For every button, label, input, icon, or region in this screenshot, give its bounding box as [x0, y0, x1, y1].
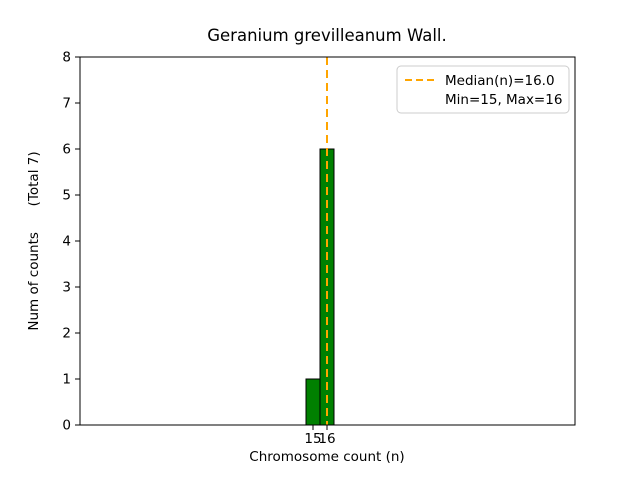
y-tick-label: 7: [62, 96, 71, 112]
legend-entry-median: Median(n)=16.0: [445, 73, 555, 89]
x-tick-label: 15: [304, 431, 321, 447]
y-tick-label: 8: [62, 50, 71, 66]
y-tick-label: 0: [62, 418, 71, 434]
x-axis-label: Chromosome count (n): [249, 449, 404, 465]
y-tick-label: 4: [62, 234, 71, 250]
y-tick-label: 3: [62, 280, 71, 296]
y-tick-label: 1: [62, 372, 71, 388]
chart-title: Geranium grevilleanum Wall.: [207, 26, 447, 45]
legend-box: [396, 65, 570, 114]
y-tick-label: 6: [62, 142, 71, 158]
y-axis-ticks: 0 1 2 3 4 5 6 7 8: [62, 50, 80, 434]
y-tick-label: 5: [62, 188, 71, 204]
y-tick-label: 2: [62, 326, 71, 342]
bar-15: [305, 378, 321, 426]
y-axis-label: Num of counts (Total 7): [26, 151, 42, 330]
legend: Median(n)=16.0 Min=15, Max=16: [396, 65, 570, 114]
legend-entry-minmax: Min=15, Max=16: [445, 92, 562, 108]
x-tick-label: 16: [318, 431, 335, 447]
